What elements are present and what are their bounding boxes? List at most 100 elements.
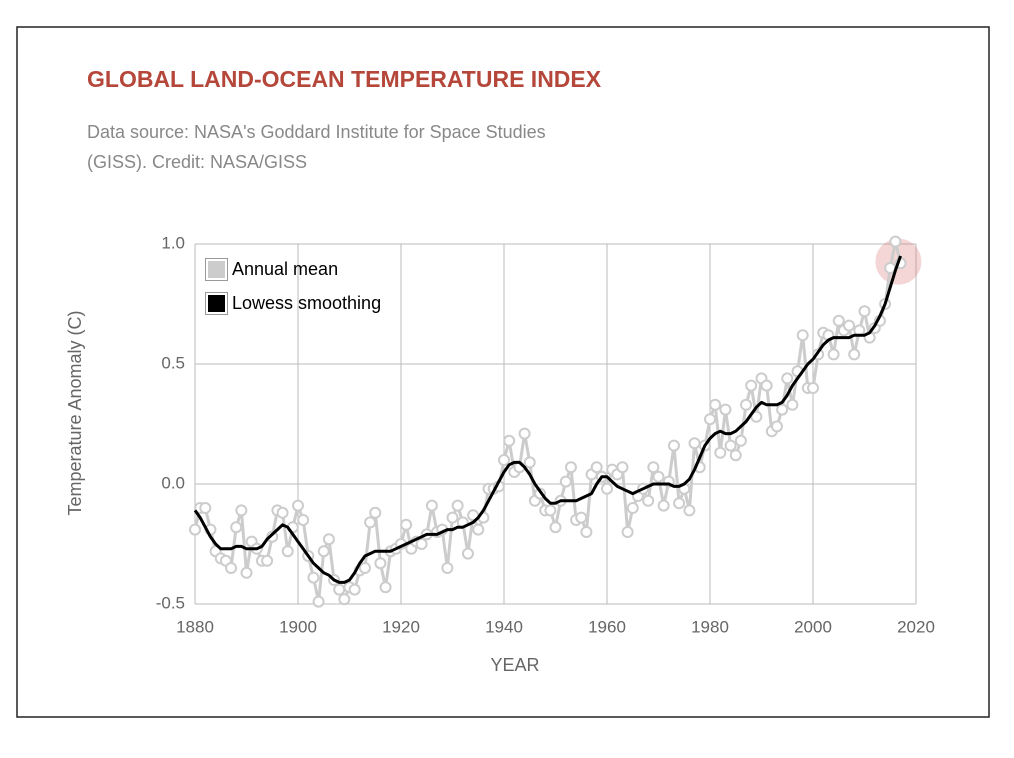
data-point — [642, 494, 655, 507]
y-axis-label: Temperature Anomaly (C) — [65, 310, 85, 515]
data-point — [709, 398, 722, 411]
data-point — [580, 526, 593, 538]
x-tick-label: 1980 — [691, 617, 729, 636]
data-point — [317, 545, 330, 558]
data-point — [358, 562, 371, 574]
data-point — [590, 461, 603, 474]
data-point — [549, 521, 562, 534]
data-point — [235, 504, 248, 517]
data-point — [734, 434, 747, 447]
data-point — [400, 518, 413, 531]
data-point — [575, 511, 588, 524]
data-point — [776, 403, 789, 416]
data-point — [601, 482, 613, 495]
data-point — [446, 511, 459, 524]
y-tick-label: -0.5 — [156, 593, 185, 612]
data-point — [472, 523, 485, 536]
data-point — [760, 379, 773, 392]
data-point — [338, 593, 351, 606]
data-point — [451, 499, 464, 512]
x-tick-label: 1880 — [176, 617, 214, 636]
data-point — [688, 437, 701, 450]
data-point — [225, 562, 238, 574]
data-point — [626, 502, 639, 514]
x-tick-label: 1940 — [485, 617, 523, 636]
data-point — [266, 530, 279, 543]
data-point — [518, 427, 531, 440]
data-point — [276, 506, 289, 519]
data-point — [199, 502, 212, 514]
data-point — [616, 461, 629, 474]
data-point — [240, 566, 253, 579]
data-point — [498, 454, 510, 466]
data-point — [729, 449, 742, 462]
data-point — [322, 533, 335, 546]
data-point — [724, 439, 737, 452]
data-point — [297, 514, 310, 526]
x-tick-label: 1900 — [279, 617, 317, 636]
data-point — [564, 461, 577, 474]
subtitle: Data source: NASA's Goddard Institute fo… — [87, 122, 546, 142]
legend-label: Annual mean — [232, 259, 338, 279]
data-point — [461, 547, 474, 560]
data-point — [832, 314, 845, 327]
data-point — [807, 382, 819, 394]
x-tick-label: 1960 — [588, 617, 626, 636]
data-point — [858, 305, 871, 318]
data-point — [307, 571, 320, 584]
data-point — [379, 581, 392, 594]
data-point — [523, 456, 536, 469]
data-point — [189, 523, 201, 536]
data-point — [281, 545, 294, 558]
data-point — [230, 521, 243, 534]
data-point — [704, 413, 716, 426]
data-point — [364, 516, 377, 529]
data-point — [714, 446, 727, 459]
y-tick-label: 0.5 — [161, 353, 185, 372]
chart-title: GLOBAL LAND-OCEAN TEMPERATURE INDEX — [87, 66, 602, 92]
data-point — [745, 379, 758, 392]
data-point — [889, 235, 902, 248]
data-point — [369, 506, 382, 519]
data-point — [673, 497, 686, 510]
series-line — [193, 255, 902, 584]
data-point — [312, 595, 325, 608]
legend-swatch — [206, 259, 227, 280]
x-tick-label: 2020 — [897, 617, 935, 636]
legend-label: Lowess smoothing — [232, 293, 381, 313]
data-point — [719, 403, 732, 416]
data-point — [292, 499, 304, 512]
subtitle: (GISS). Credit: NASA/GISS — [87, 152, 307, 172]
data-point — [647, 461, 660, 474]
data-point — [786, 398, 799, 411]
y-tick-label: 0.0 — [161, 473, 185, 492]
data-point — [415, 538, 428, 550]
legend-swatch — [206, 293, 227, 314]
data-point — [621, 526, 634, 538]
data-point — [740, 398, 753, 411]
data-point — [333, 583, 346, 596]
data-point — [544, 504, 557, 517]
data-point — [683, 504, 696, 517]
data-point — [441, 562, 454, 574]
data-point — [827, 348, 840, 361]
data-point — [843, 319, 856, 332]
data-point — [796, 329, 809, 342]
data-point — [667, 439, 680, 452]
data-point — [750, 410, 763, 423]
x-axis-label: YEAR — [490, 655, 539, 675]
data-point — [374, 557, 387, 570]
y-tick-label: 1.0 — [161, 233, 185, 252]
data-point — [348, 583, 361, 596]
x-tick-label: 2000 — [794, 617, 832, 636]
data-point — [559, 475, 572, 488]
data-point — [770, 420, 783, 433]
data-point — [425, 499, 438, 512]
data-point — [781, 372, 794, 385]
data-point — [261, 554, 274, 567]
data-point — [657, 499, 670, 512]
data-point — [503, 434, 516, 447]
data-point — [652, 470, 665, 483]
